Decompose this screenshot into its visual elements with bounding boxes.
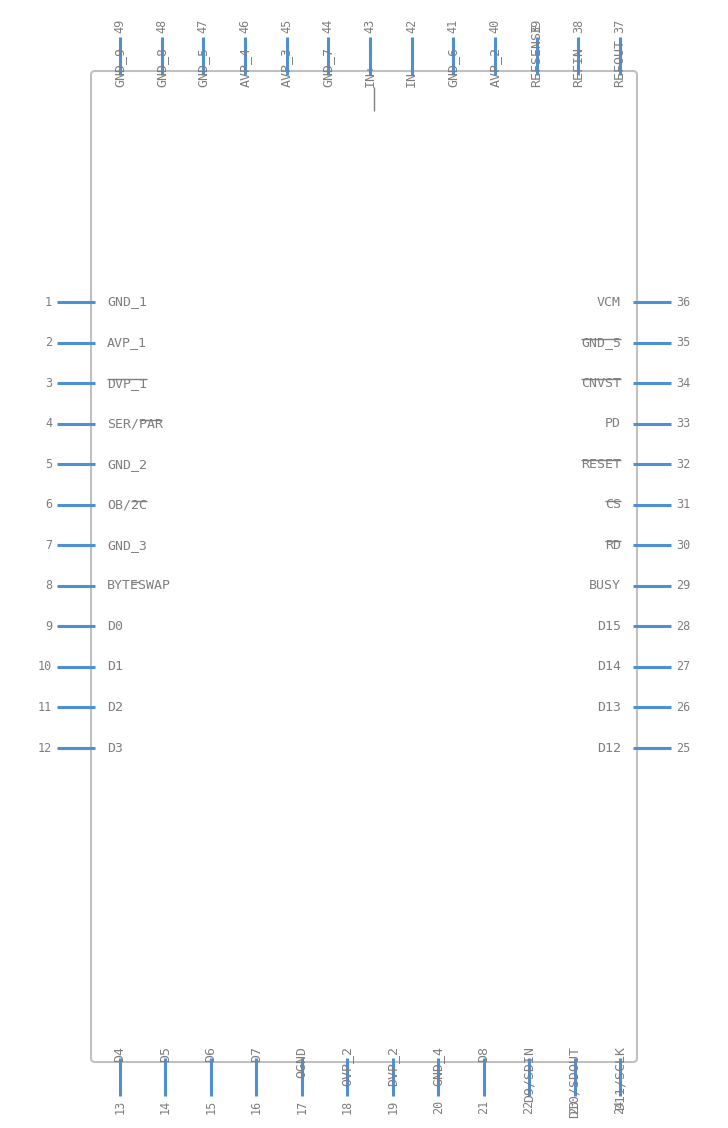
Text: 35: 35	[676, 336, 690, 349]
Text: 40: 40	[488, 19, 502, 33]
Text: 18: 18	[341, 1100, 354, 1114]
Text: IN+: IN+	[363, 63, 376, 87]
Text: REFIN: REFIN	[571, 47, 585, 87]
Text: 15: 15	[205, 1100, 218, 1114]
Text: D9/SDIN: D9/SDIN	[523, 1046, 536, 1102]
Text: 46: 46	[239, 19, 251, 33]
Text: PD: PD	[605, 417, 621, 430]
Text: REFSENSE: REFSENSE	[530, 23, 543, 87]
Text: 12: 12	[38, 741, 52, 755]
Text: BUSY: BUSY	[589, 580, 621, 592]
Text: 27: 27	[676, 660, 690, 673]
Text: 17: 17	[296, 1100, 309, 1114]
Text: D11/SCLK: D11/SCLK	[614, 1046, 627, 1110]
Text: 37: 37	[614, 19, 627, 33]
Text: 20: 20	[432, 1100, 445, 1114]
Text: D12: D12	[597, 741, 621, 755]
Text: OGND: OGND	[296, 1046, 309, 1078]
Text: GND_6: GND_6	[447, 47, 460, 87]
Text: SER/PAR: SER/PAR	[107, 417, 163, 430]
Text: RESET: RESET	[581, 458, 621, 470]
Text: REFOUT: REFOUT	[614, 39, 627, 87]
Text: OVP_2: OVP_2	[341, 1046, 354, 1086]
Text: 31: 31	[676, 499, 690, 511]
Text: 47: 47	[197, 19, 210, 33]
Text: 32: 32	[676, 458, 690, 470]
Text: D8: D8	[477, 1046, 490, 1061]
Text: 1: 1	[45, 296, 52, 308]
Text: AVP_3: AVP_3	[280, 47, 293, 87]
Text: D15: D15	[597, 620, 621, 633]
Text: AVP_1: AVP_1	[107, 336, 147, 349]
Text: BYTESWAP: BYTESWAP	[107, 580, 171, 592]
Text: 26: 26	[676, 700, 690, 714]
Text: AVP_4: AVP_4	[239, 47, 251, 87]
Text: D0: D0	[107, 620, 123, 633]
Text: 10: 10	[38, 660, 52, 673]
Text: GND_9: GND_9	[114, 47, 127, 87]
Text: CNVST: CNVST	[581, 377, 621, 389]
Text: OB/2C: OB/2C	[107, 499, 147, 511]
Text: 48: 48	[155, 19, 168, 33]
Text: D4: D4	[114, 1046, 127, 1061]
Text: GND_1: GND_1	[107, 296, 147, 308]
Text: 14: 14	[159, 1100, 172, 1114]
Text: D2: D2	[107, 700, 123, 714]
Text: 21: 21	[477, 1100, 490, 1114]
Text: D7: D7	[250, 1046, 263, 1061]
Text: 7: 7	[45, 539, 52, 552]
Text: 24: 24	[614, 1100, 627, 1114]
Text: 29: 29	[676, 580, 690, 592]
Text: 36: 36	[676, 296, 690, 308]
Text: 33: 33	[676, 417, 690, 430]
Text: 49: 49	[114, 19, 127, 33]
Text: 44: 44	[322, 19, 335, 33]
Text: 4: 4	[45, 417, 52, 430]
Text: GND_5: GND_5	[197, 47, 210, 87]
Text: 13: 13	[114, 1100, 127, 1114]
Text: D6: D6	[205, 1046, 218, 1061]
Text: IN-: IN-	[405, 63, 418, 87]
Text: D10/SDOUT: D10/SDOUT	[568, 1046, 581, 1118]
Text: 43: 43	[363, 19, 376, 33]
Text: 30: 30	[676, 539, 690, 552]
Text: 45: 45	[280, 19, 293, 33]
Text: 39: 39	[530, 19, 543, 33]
Text: 41: 41	[447, 19, 460, 33]
Text: 28: 28	[676, 620, 690, 633]
Text: GND_2: GND_2	[107, 458, 147, 470]
Text: GND_7: GND_7	[322, 47, 335, 87]
Text: GND_8: GND_8	[155, 47, 168, 87]
Text: 38: 38	[571, 19, 585, 33]
Text: 23: 23	[568, 1100, 581, 1114]
Text: CS: CS	[605, 499, 621, 511]
Text: 22: 22	[523, 1100, 536, 1114]
Text: 9: 9	[45, 620, 52, 633]
Text: VCM: VCM	[597, 296, 621, 308]
Text: RD: RD	[605, 539, 621, 552]
Text: 19: 19	[387, 1100, 399, 1114]
Text: 5: 5	[45, 458, 52, 470]
Text: GND_5: GND_5	[581, 336, 621, 349]
Text: 3: 3	[45, 377, 52, 389]
Text: 11: 11	[38, 700, 52, 714]
Text: 25: 25	[676, 741, 690, 755]
Text: 42: 42	[405, 19, 418, 33]
Text: D5: D5	[159, 1046, 172, 1061]
Text: 2: 2	[45, 336, 52, 349]
Text: DVP_1: DVP_1	[107, 377, 147, 389]
Text: 8: 8	[45, 580, 52, 592]
Text: GND_3: GND_3	[107, 539, 147, 552]
Text: D1: D1	[107, 660, 123, 673]
Text: D3: D3	[107, 741, 123, 755]
Text: GND_4: GND_4	[432, 1046, 445, 1086]
Text: D14: D14	[597, 660, 621, 673]
Text: DVP_2: DVP_2	[387, 1046, 399, 1086]
FancyBboxPatch shape	[91, 71, 637, 1061]
Text: 34: 34	[676, 377, 690, 389]
Text: 16: 16	[250, 1100, 263, 1114]
Text: AVP_2: AVP_2	[488, 47, 502, 87]
Text: 6: 6	[45, 499, 52, 511]
Text: D13: D13	[597, 700, 621, 714]
